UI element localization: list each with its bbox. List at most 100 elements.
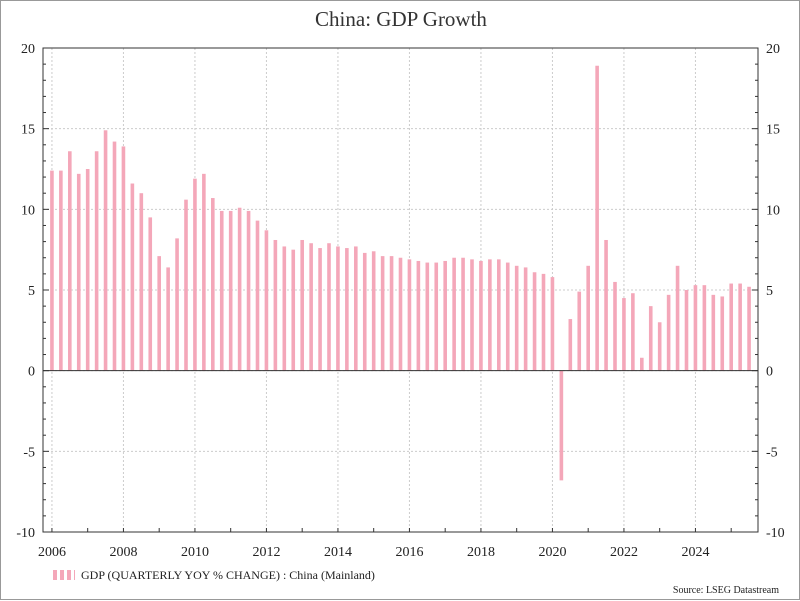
x-tick-label: 2014 — [324, 545, 352, 560]
gdp-bar — [568, 319, 573, 371]
y-tick-label-left: -5 — [23, 445, 35, 460]
y-tick-label-left: 10 — [21, 203, 35, 218]
gdp-bar — [532, 272, 537, 371]
x-tick-label: 2018 — [467, 545, 495, 560]
gdp-bar — [675, 265, 680, 371]
gdp-bar — [103, 130, 108, 371]
y-tick-label-left: 5 — [28, 284, 35, 299]
gdp-bar — [371, 251, 376, 371]
x-tick-label: 2006 — [38, 545, 66, 560]
gdp-bar — [443, 260, 447, 371]
gdp-bar — [505, 262, 510, 371]
x-tick-label: 2022 — [610, 545, 638, 560]
gdp-bar — [416, 260, 421, 371]
gdp-bar — [76, 173, 81, 371]
gdp-bar — [202, 173, 206, 371]
gdp-bar — [657, 322, 662, 371]
gdp-bar — [559, 370, 564, 481]
gdp-bar — [595, 65, 599, 371]
gdp-bar — [711, 294, 716, 371]
gdp-bar — [345, 248, 349, 371]
legend: GDP (QUARTERLY YOY % CHANGE) : China (Ma… — [53, 567, 375, 583]
gdp-bar — [273, 239, 278, 371]
gdp-bar — [684, 290, 689, 371]
gdp-bar — [738, 283, 742, 371]
gdp-bar — [193, 178, 197, 371]
gdp-bar — [514, 265, 519, 371]
gdp-bar — [85, 169, 90, 371]
gdp-bar — [479, 260, 483, 371]
x-tick-label: 2020 — [538, 545, 566, 560]
gdp-bar — [228, 210, 233, 371]
gdp-bar — [389, 256, 394, 371]
gdp-bar — [130, 183, 135, 371]
gdp-bar — [729, 283, 733, 371]
y-tick-label-right: -10 — [766, 526, 785, 541]
x-tick-label: 2024 — [681, 545, 709, 560]
gdp-bar — [309, 243, 313, 371]
gdp-bar — [461, 257, 465, 371]
y-tick-label-right: 0 — [766, 365, 773, 380]
gdp-bar — [336, 246, 340, 371]
gdp-bar — [604, 239, 608, 371]
x-tick-label: 2012 — [252, 545, 280, 560]
gdp-bar — [50, 170, 54, 371]
gdp-bar — [362, 252, 367, 371]
gdp-bar — [157, 256, 161, 371]
y-tick-label-right: 20 — [766, 42, 780, 57]
gdp-bar — [747, 286, 751, 371]
y-tick-label-left: 15 — [21, 123, 35, 138]
gdp-bar — [702, 285, 707, 371]
gdp-bar — [121, 146, 126, 371]
y-tick-label-left: 0 — [28, 365, 35, 380]
gdp-bar — [219, 210, 224, 371]
x-tick-label: 2008 — [109, 545, 137, 560]
gdp-bar — [291, 249, 296, 371]
gdp-bar — [264, 230, 269, 371]
gdp-bar — [425, 262, 430, 371]
gdp-bar — [175, 238, 179, 371]
gdp-bar — [94, 151, 99, 371]
gdp-bar — [470, 259, 474, 371]
x-tick-label: 2016 — [395, 545, 423, 560]
gdp-bar — [282, 246, 287, 371]
gdp-bar — [523, 267, 528, 371]
gdp-bar — [327, 243, 331, 371]
y-tick-label-right: 15 — [766, 123, 780, 138]
gdp-bar — [488, 259, 492, 371]
gdp-bar — [452, 257, 456, 371]
gdp-bar — [166, 267, 170, 371]
y-tick-label-right: -5 — [766, 445, 778, 460]
gdp-bar — [631, 293, 635, 371]
gdp-bar — [640, 357, 644, 371]
y-tick-label-right: 5 — [766, 284, 773, 299]
gdp-bar — [354, 246, 358, 371]
gdp-bar — [622, 298, 626, 371]
source-note: Source: LSEG Datastream — [672, 585, 779, 596]
gdp-bar — [139, 193, 144, 371]
gdp-bar — [184, 199, 188, 371]
gdp-bar — [59, 170, 63, 371]
gdp-bar — [112, 141, 117, 371]
gdp-bar — [318, 248, 322, 371]
gdp-bar — [541, 273, 546, 371]
gdp-bar — [255, 220, 260, 371]
x-tick-label: 2010 — [181, 545, 209, 560]
gdp-bar — [720, 296, 725, 371]
gdp-bar — [246, 210, 251, 371]
gdp-bar — [550, 277, 555, 371]
gdp-bar — [398, 257, 403, 371]
gdp-bar — [380, 256, 385, 371]
gdp-bar — [68, 151, 72, 371]
gdp-bar — [613, 281, 617, 371]
gdp-bar — [648, 306, 653, 371]
gdp-bar — [586, 265, 590, 371]
y-tick-label-left: 20 — [21, 42, 35, 57]
gdp-bar — [577, 291, 582, 371]
y-tick-label-left: -10 — [16, 526, 35, 541]
gdp-bar — [666, 294, 671, 371]
gdp-bar — [407, 259, 412, 371]
legend-swatch — [53, 570, 75, 580]
